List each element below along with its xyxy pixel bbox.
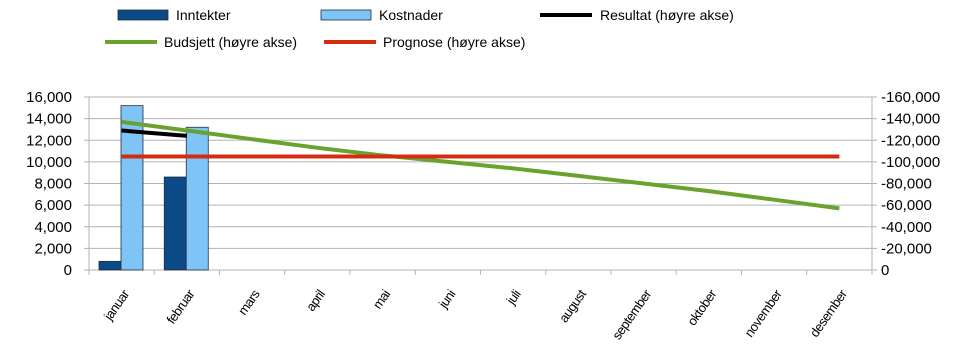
legend-label: Inntekter — [176, 7, 231, 23]
legend-item: Resultat (høyre akse) — [540, 7, 734, 23]
legend-label: Prognose (høyre akse) — [383, 34, 525, 50]
y-axis-right: 0 -20,000 -40,000 -60,000 -80,000 -100,000 -12… — [872, 89, 940, 279]
y-tick-label: 6,000 — [34, 197, 72, 214]
y-tick-label: 4,000 — [34, 219, 72, 236]
series-line — [121, 119, 840, 211]
legend: Inntekter Kostnader Resultat (høyre akse) B… — [105, 7, 734, 50]
y-tick-label: 16,000 — [26, 89, 72, 106]
lines — [121, 119, 840, 211]
x-tick-label: februar — [163, 286, 198, 326]
legend-item: Kostnader — [320, 7, 443, 23]
legend-label: Resultat (høyre akse) — [600, 7, 734, 23]
y2-tick-label: -100,000 — [881, 154, 940, 171]
y2-tick-label: -140,000 — [881, 111, 940, 128]
series-line — [121, 128, 188, 138]
bar — [98, 260, 122, 271]
y-tick-label: 2,000 — [34, 240, 72, 257]
y2-tick-label: -40,000 — [881, 219, 932, 236]
x-tick-label: juni — [435, 287, 459, 312]
y-tick-label: 10,000 — [26, 154, 72, 171]
y2-tick-label: 0 — [881, 262, 889, 279]
y-tick-label: 12,000 — [26, 132, 72, 149]
y2-tick-label: -160,000 — [881, 89, 940, 106]
legend-swatch — [117, 9, 169, 21]
x-tick-label: mai — [370, 287, 394, 312]
x-tick-label: november — [741, 286, 785, 340]
y-tick-label: 8,000 — [34, 176, 72, 193]
x-tick-label: januar — [100, 286, 133, 324]
x-tick-label: oktober — [684, 286, 720, 328]
y2-tick-label: -120,000 — [881, 132, 940, 149]
x-tick-label: august — [556, 286, 589, 325]
x-tick-label: desember — [807, 286, 851, 340]
y2-tick-label: -80,000 — [881, 176, 932, 193]
x-tick-label: juli — [503, 287, 524, 308]
x-tick-label: mars — [235, 286, 263, 317]
legend-label: Budsjett (høyre akse) — [164, 34, 297, 50]
y2-tick-label: -20,000 — [881, 240, 932, 257]
y-axis-left: 0 2,000 4,000 6,000 8,000 10,000 12,000 14,000 1… — [26, 89, 89, 279]
x-axis: januar februar mars april mai juni juli august s… — [100, 286, 850, 342]
legend-label: Kostnader — [379, 7, 443, 23]
bar — [120, 105, 144, 271]
legend-item: Prognose (høyre akse) — [324, 34, 525, 50]
bar — [185, 126, 209, 271]
y2-tick-label: -60,000 — [881, 197, 932, 214]
y-tick-label: 14,000 — [26, 111, 72, 128]
legend-item: Inntekter — [117, 7, 231, 23]
x-tick-label: september — [609, 286, 655, 342]
bars — [98, 105, 209, 271]
y-tick-label: 0 — [64, 262, 72, 279]
legend-item: Budsjett (høyre akse) — [105, 34, 297, 50]
bar — [163, 176, 187, 271]
legend-swatch — [320, 9, 372, 21]
x-tick-label: april — [303, 287, 328, 314]
